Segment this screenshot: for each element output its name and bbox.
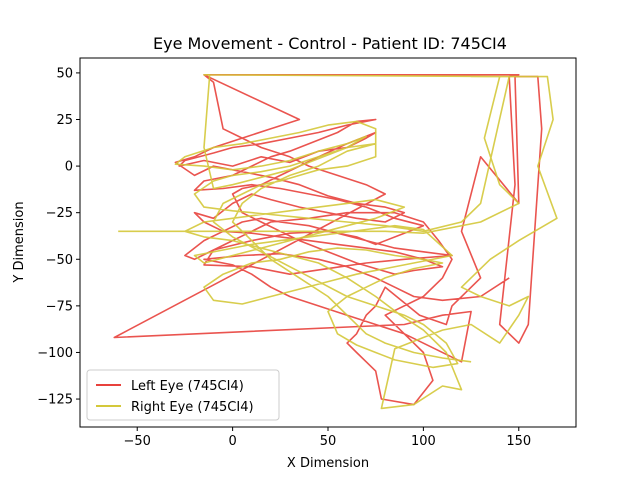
legend-label-left-eye: Left Eye (745CI4)	[131, 379, 244, 394]
y-tick-label: −75	[46, 299, 73, 314]
legend-label-right-eye: Right Eye (745CI4)	[131, 400, 254, 415]
x-tick-label: 50	[320, 434, 337, 449]
series-line-right-eye	[118, 74, 558, 410]
series-line-left-eye	[113, 74, 543, 406]
y-tick-label: −100	[37, 346, 73, 361]
y-tick-label: 0	[65, 160, 73, 175]
y-tick-label: −50	[46, 253, 73, 268]
plot-area: −50 0 50 100 150 50 25 0 −25 −50 −75 −100 −125	[37, 57, 577, 449]
y-axis-ticks: 50 25 0 −25 −50 −75 −100 −125	[37, 66, 80, 408]
x-axis-label: X Dimension	[287, 456, 369, 471]
y-tick-label: −125	[37, 393, 73, 408]
x-tick-label: −50	[124, 434, 151, 449]
y-tick-label: −25	[46, 206, 73, 221]
y-tick-label: 25	[56, 113, 73, 128]
x-tick-label: 100	[411, 434, 436, 449]
y-axis-label: Y Dimension	[12, 201, 27, 283]
x-tick-label: 150	[506, 434, 531, 449]
legend-box	[86, 369, 280, 421]
x-axis-ticks: −50 0 50 100 150	[124, 427, 531, 449]
chart-title: Eye Movement - Control - Patient ID: 745…	[153, 34, 507, 53]
y-tick-label: 50	[56, 66, 73, 81]
x-tick-label: 0	[228, 434, 236, 449]
legend: Left Eye (745CI4) Right Eye (745CI4)	[86, 369, 280, 421]
series-layer	[113, 74, 558, 410]
